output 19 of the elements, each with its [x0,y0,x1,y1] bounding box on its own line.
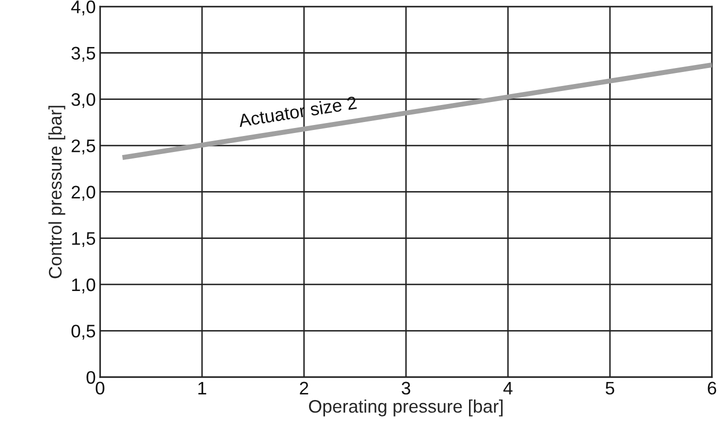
y-tick-label: 0,5 [71,324,96,340]
x-tick-label: 1 [198,382,206,394]
x-axis-title: Operating pressure [bar] [309,400,503,416]
y-tick-label: 2,0 [72,186,96,201]
y-tick-label: 2,5 [72,139,96,154]
text: Actuator size 2 [238,96,357,128]
x-tick-label: 0 [96,382,104,395]
y-tick-label: 3,0 [71,93,96,108]
y-tick-label: 4,0 [71,0,96,16]
y-tick-label: 0 [86,371,96,384]
x-tick-label: 4 [503,382,512,394]
x-tick-label: 5 [606,382,614,395]
x-tick-label: 3 [402,382,410,395]
x-tick-label: 2 [300,382,308,394]
y-tick-label: 1,0 [72,278,96,294]
y-tick-label: 3,5 [71,46,96,62]
y-tick-label: 1,5 [72,232,96,248]
x-tick-label: 6 [708,382,716,395]
y-axis-title: Control pressure [bar] [48,106,66,278]
